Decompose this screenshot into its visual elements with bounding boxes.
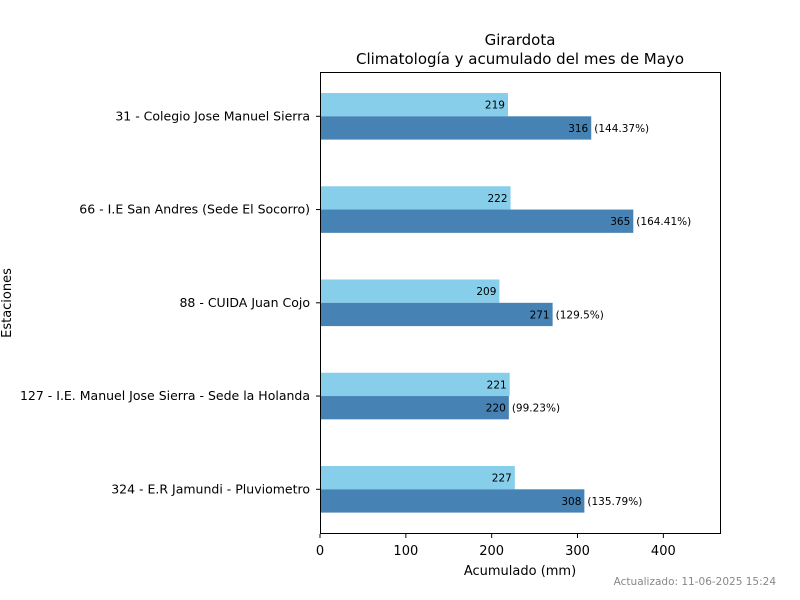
x-tick-label: 300: [565, 544, 590, 559]
y-tick-label: 324 - E.R Jamundi - Pluviometro: [111, 481, 310, 496]
x-axis-label: Acumulado (mm): [464, 564, 576, 579]
y-tick-label: 88 - CUIDA Juan Cojo: [179, 295, 310, 310]
plot-frame: [320, 72, 721, 534]
bar-climatologia: [320, 466, 515, 490]
bar-value-label: 209: [476, 286, 496, 298]
y-tick-label: 127 - I.E. Manuel Jose Sierra - Sede la …: [20, 388, 310, 403]
bar-acumulado: [320, 396, 509, 420]
bar-value-label: 308: [561, 496, 581, 508]
bar-climatologia: [320, 279, 500, 303]
bar-value-label: 219: [485, 100, 505, 112]
y-tick-label: 31 - Colegio Jose Manuel Sierra: [115, 108, 310, 123]
bar-acumulado: [320, 489, 585, 513]
bar-climatologia: [320, 372, 510, 397]
bar-value-label: 316: [568, 123, 588, 135]
chart-title: Girardota: [485, 31, 556, 49]
bar-percent-label: (164.41%): [636, 216, 691, 228]
bar-value-label: 365: [610, 216, 630, 228]
chart-subtitle: Climatología y acumulado del mes de Mayo: [356, 50, 684, 68]
bar-acumulado: [320, 302, 553, 327]
y-tick-label: 66 - I.E San Andres (Sede El Socorro): [79, 202, 310, 217]
bar-value-label: 227: [492, 473, 512, 485]
x-tick-label: 200: [479, 544, 504, 559]
bar-percent-label: (129.5%): [556, 309, 604, 321]
updated-timestamp: Actualizado: 11-06-2025 15:24: [613, 576, 776, 588]
bar-acumulado: [320, 209, 634, 233]
x-axis: 0 100 200 300 400: [316, 534, 676, 559]
bar-value-label: 221: [487, 379, 507, 391]
bar-value-label: 222: [488, 193, 508, 205]
bar-percent-label: (135.79%): [587, 496, 642, 508]
y-axis: 31 - Colegio Jose Manuel Sierra 66 - I.E …: [20, 108, 320, 496]
x-tick-label: 400: [651, 544, 676, 559]
x-tick-label: 100: [393, 544, 418, 559]
bar-climatologia: [320, 186, 511, 210]
y-axis-label: Estaciones: [0, 268, 15, 338]
bar-value-label: 271: [530, 309, 550, 321]
bar-value-label: 220: [486, 403, 506, 415]
bar-climatologia: [320, 93, 508, 117]
x-tick-label: 0: [316, 544, 324, 559]
bar-acumulado: [320, 116, 592, 140]
bar-percent-label: (99.23%): [512, 403, 560, 415]
bar-percent-label: (144.37%): [594, 123, 649, 135]
bars-layer: 219 316 (144.37%) 222 365 (164.41%) 209 271 (129…: [320, 93, 691, 513]
